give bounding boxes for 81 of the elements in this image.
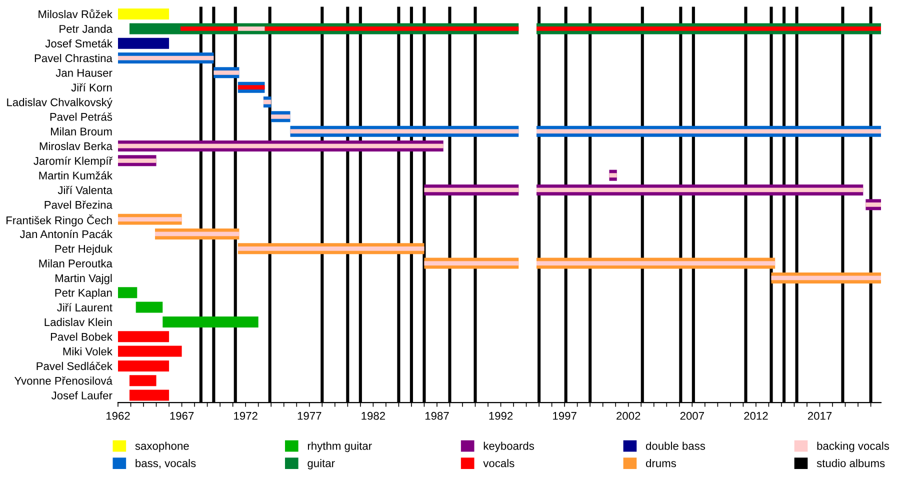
y-tick-label: Pavel Březina	[44, 200, 112, 209]
bar	[118, 217, 182, 222]
x-tick-label: 1987	[425, 412, 449, 420]
bar	[238, 85, 265, 90]
legend-label: vocals	[483, 459, 514, 468]
y-tick-label: Pavel Bobek	[50, 332, 112, 341]
y-tick-label: František Ringo Čech	[6, 214, 112, 226]
x-tick-label: 2007	[680, 412, 704, 420]
y-tick-label: Jan Antonín Pacák	[20, 230, 112, 238]
bar	[424, 188, 519, 192]
bar	[118, 38, 170, 49]
y-tick-label: Jiří Korn	[71, 83, 112, 92]
bar	[118, 8, 170, 20]
legend-label: rhythm guitar	[308, 442, 372, 452]
y-tick-label: Miki Volek	[63, 347, 112, 356]
x-tick-label: 2017	[808, 412, 832, 420]
y-tick-label: Yvonne Přenosilová	[14, 376, 112, 385]
bar	[129, 390, 170, 401]
y-tick-label: Jiří Valenta	[58, 186, 112, 194]
y-tick-label: Jiří Laurent	[57, 303, 112, 312]
y-tick-label: Pavel Chrastina	[34, 54, 112, 62]
bar	[536, 26, 881, 31]
bar	[290, 129, 519, 134]
x-tick-label: 1997	[553, 412, 576, 420]
y-tick-label: Martin Vajgl	[56, 274, 112, 284]
legend-label: guitar	[308, 459, 335, 470]
bar	[264, 26, 519, 31]
y-tick-label: Martin Kumžák	[39, 171, 112, 180]
bar	[238, 246, 424, 251]
x-tick-label: 1992	[489, 412, 513, 420]
y-tick-label: Pavel Sedláček	[36, 362, 112, 370]
x-tick-label: 1977	[298, 412, 322, 420]
x-tick-label: 1982	[362, 412, 385, 420]
y-tick-label: Petr Hejduk	[55, 244, 112, 255]
bar	[866, 202, 881, 207]
bar	[155, 232, 240, 236]
y-tick-label: Miloslav Růžek	[38, 9, 112, 18]
x-tick-label: 2012	[744, 412, 768, 420]
y-tick-label: Pavel Petráš	[50, 112, 112, 121]
y-tick-label: Milan Peroutka	[39, 259, 112, 268]
x-tick-label: 2002	[616, 412, 640, 420]
bar	[118, 56, 214, 60]
legend-label: keyboards	[484, 442, 534, 452]
bar	[238, 26, 265, 31]
bar	[609, 173, 617, 178]
bar	[118, 287, 138, 298]
legend-label: backing vocals	[817, 442, 890, 452]
bar	[118, 158, 156, 163]
y-tick-label: Miroslav Berka	[40, 142, 112, 150]
bar	[118, 144, 444, 148]
bar	[536, 261, 776, 266]
bar	[536, 188, 864, 192]
bar	[118, 331, 170, 342]
y-tick-label: Ladislav Chvalkovský	[7, 98, 112, 108]
legend-label: bass, vocals	[136, 459, 196, 468]
y-tick-label: Milan Broum	[50, 127, 112, 136]
bar	[271, 114, 290, 119]
bar	[129, 375, 156, 386]
bar	[118, 360, 170, 372]
y-tick-label: Petr Kaplan	[55, 288, 112, 299]
x-tick-label: 1972	[234, 412, 258, 420]
y-tick-label: Petr Janda	[60, 24, 112, 33]
legend-label: double bass	[646, 442, 706, 450]
x-tick-label: 1967	[170, 412, 194, 420]
y-tick-label: Jan Hauser	[56, 69, 112, 77]
legend-label: drums	[646, 459, 676, 468]
bar	[118, 346, 182, 357]
bar	[771, 276, 881, 280]
legend-label: studio albums	[816, 459, 885, 468]
bar	[136, 302, 163, 313]
y-tick-label: Josef Laufer	[51, 391, 112, 400]
y-tick-label: Ladislav Klein	[44, 318, 112, 326]
legend-label: saxophone	[135, 442, 189, 452]
x-tick-label: 1962	[106, 412, 130, 420]
y-tick-label: Josef Smeták	[45, 39, 112, 48]
bar	[214, 70, 240, 75]
bar	[180, 26, 238, 31]
y-tick-label: Jaromír Klempíř	[34, 156, 113, 168]
bar	[162, 316, 258, 328]
bar	[424, 261, 519, 266]
bar	[536, 129, 881, 134]
